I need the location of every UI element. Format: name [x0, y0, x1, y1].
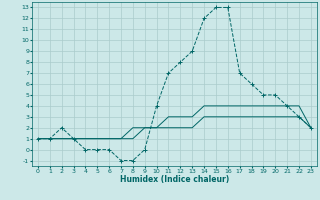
- X-axis label: Humidex (Indice chaleur): Humidex (Indice chaleur): [120, 175, 229, 184]
